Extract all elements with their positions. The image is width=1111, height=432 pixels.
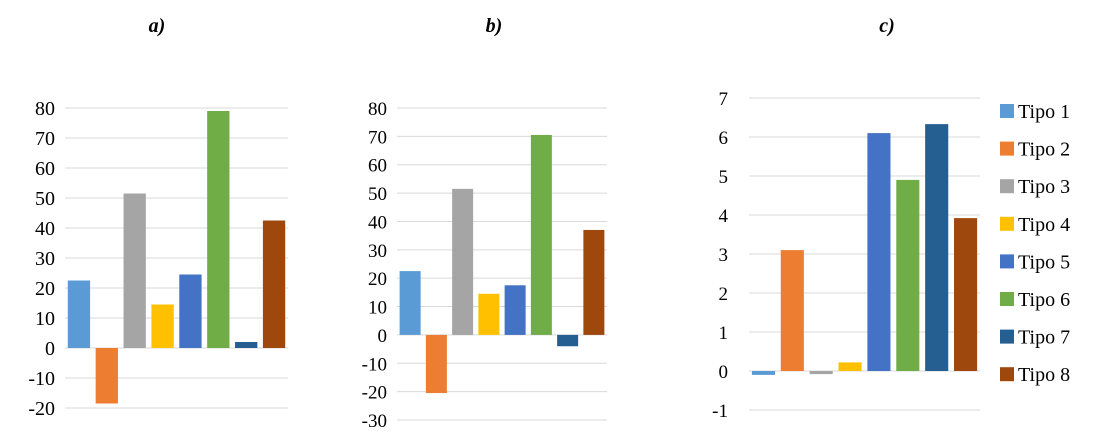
- y-tick-label: 4: [719, 206, 729, 227]
- plot-area-c: -1 0 1 2 3 4 5 6 7: [712, 89, 980, 422]
- y-tick-label: 10: [35, 308, 55, 330]
- bar-tipo-4: [838, 362, 862, 371]
- y-tick-label: 60: [368, 156, 387, 177]
- legend-swatch: [1000, 179, 1014, 194]
- legend-label: Tipo 6: [1018, 289, 1070, 311]
- legend-label: Tipo 1: [1018, 101, 1070, 123]
- y-tick-label: 70: [35, 128, 55, 150]
- legend-swatch: [1000, 104, 1014, 118]
- bar-tipo-5: [867, 133, 891, 371]
- bar-tipo-1: [67, 280, 91, 348]
- panel-label-a: a): [149, 15, 166, 37]
- legend: Tipo 1 Tipo 2 Tipo 3 Tipo 4 Tipo 5 Tipo 6 Tipo…: [1000, 101, 1070, 386]
- legend-label: Tipo 8: [1018, 364, 1070, 386]
- bar-tipo-4: [478, 293, 500, 335]
- bar-tipo-7: [557, 334, 579, 347]
- legend-swatch: [1000, 141, 1014, 156]
- panel-b: b) -30 -20 -10 0 10 20 30 40 50 60 70 80: [362, 15, 607, 432]
- y-tick-label: 1: [719, 323, 729, 344]
- y-tick-label: 30: [368, 241, 387, 262]
- y-tick-label: 6: [719, 128, 729, 149]
- bar-tipo-4: [151, 304, 174, 348]
- y-tick-label: -1: [712, 401, 728, 422]
- bar-tipo-3: [452, 188, 474, 335]
- y-tick-label: 0: [719, 362, 729, 383]
- bar-tipo-7: [235, 342, 258, 348]
- bar-tipo-6: [530, 134, 552, 335]
- legend-swatch: [1000, 367, 1014, 382]
- y-tick-label: -20: [362, 383, 387, 404]
- legend-label: Tipo 3: [1018, 176, 1070, 198]
- bar-tipo-5: [504, 285, 526, 335]
- y-tick-label: 70: [368, 127, 387, 148]
- y-tick-label: 2: [719, 284, 729, 305]
- bar-tipo-6: [207, 111, 230, 348]
- y-tick-label: 5: [719, 167, 729, 188]
- panel-a: a) -20 -10 0 10 20 30 40 50 60 70 80: [28, 15, 288, 420]
- legend-label: Tipo 5: [1018, 251, 1070, 273]
- y-tick-label: 80: [35, 98, 55, 120]
- panel-c: c) -1 0 1 2 3 4 5 6 7: [712, 15, 980, 422]
- bar-tipo-1: [751, 371, 775, 375]
- plot-area-a: -20 -10 0 10 20 30 40 50 60 70 80: [28, 98, 288, 420]
- y-tick-label: -20: [28, 398, 55, 420]
- y-tick-label: -30: [362, 411, 387, 432]
- bar-tipo-1: [399, 271, 421, 335]
- bar-tipo-2: [425, 334, 447, 394]
- legend-swatch: [1000, 216, 1014, 231]
- bar-tipo-3: [123, 193, 146, 348]
- y-tick-label: 80: [368, 99, 387, 120]
- bar-tipo-5: [179, 274, 202, 348]
- y-tick-label: 0: [378, 326, 388, 347]
- y-tick-label: 3: [719, 245, 729, 266]
- panel-label-c: c): [879, 15, 895, 37]
- y-tick-label: 40: [35, 218, 55, 240]
- legend-swatch: [1000, 254, 1014, 269]
- y-tick-label: 50: [368, 184, 387, 205]
- legend-label: Tipo 7: [1018, 327, 1070, 349]
- y-tick-label: -10: [362, 354, 387, 375]
- bar-tipo-3: [809, 371, 833, 375]
- bar-tipo-6: [896, 179, 920, 371]
- y-tick-label: 30: [35, 248, 55, 270]
- legend-swatch: [1000, 292, 1014, 306]
- y-tick-label: 20: [368, 269, 387, 290]
- y-tick-label: 40: [368, 212, 387, 233]
- y-tick-label: 20: [35, 278, 55, 300]
- y-tick-label: -10: [28, 368, 55, 390]
- y-tick-label: 50: [35, 188, 55, 210]
- plot-area-b: -30 -20 -10 0 10 20 30 40 50 60 70 80: [362, 99, 607, 432]
- panel-label-b: b): [486, 15, 503, 37]
- legend-label: Tipo 2: [1018, 139, 1070, 161]
- bar-tipo-2: [95, 348, 118, 404]
- legend-label: Tipo 4: [1018, 214, 1070, 236]
- y-tick-label: 7: [719, 89, 729, 110]
- y-tick-label: 60: [35, 158, 55, 180]
- bar-tipo-2: [780, 250, 804, 371]
- bar-tipo-8: [583, 229, 605, 335]
- bar-tipo-7: [925, 124, 949, 371]
- bar-tipo-8: [954, 218, 978, 371]
- legend-swatch: [1000, 329, 1014, 344]
- y-tick-label: 10: [368, 298, 387, 319]
- y-tick-label: 0: [45, 338, 55, 360]
- bar-tipo-8: [262, 220, 286, 348]
